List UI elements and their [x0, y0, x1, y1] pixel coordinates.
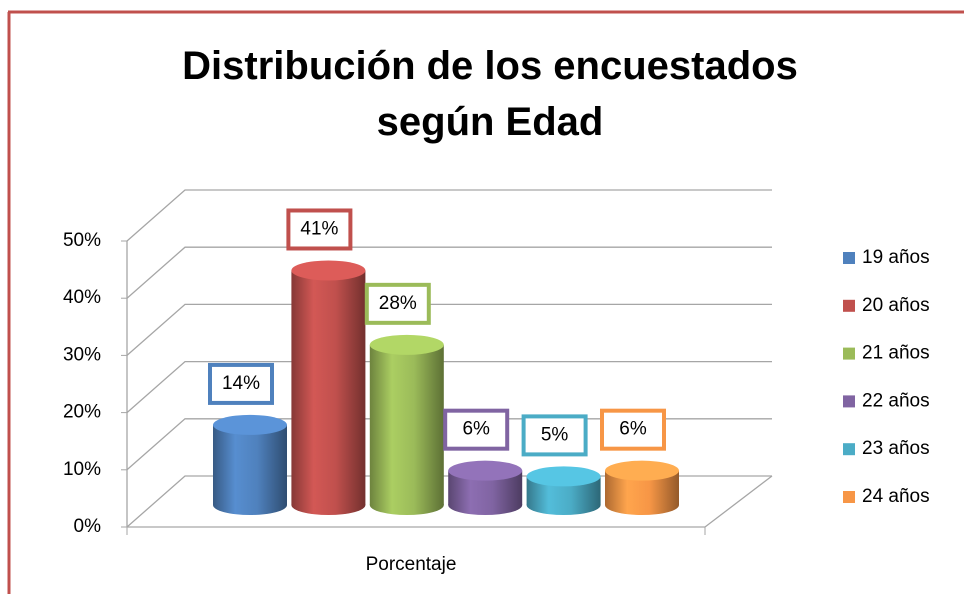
bar: [213, 424, 287, 505]
value-label-box: [443, 408, 510, 451]
bar: [291, 270, 366, 505]
legend-label: 19 años: [862, 247, 930, 268]
value-label-box: [600, 408, 666, 451]
legend-swatch: [843, 252, 855, 264]
legend-label: 21 años: [862, 343, 930, 364]
value-label: 28%: [379, 293, 417, 314]
cylinder-top: [526, 466, 601, 487]
chart-title: Distribución de los encuestados según Ed…: [182, 44, 798, 144]
grid-line: [126, 189, 772, 242]
legend-swatch: [843, 491, 855, 503]
legend-label: 20 años: [862, 295, 930, 316]
value-label: 6%: [462, 419, 490, 440]
legend-label: 24 años: [862, 486, 930, 507]
value-label-box: [521, 414, 588, 457]
y-tick-label: 40%: [63, 287, 101, 308]
value-label: 5%: [541, 424, 569, 445]
legend-label: 23 años: [862, 438, 930, 459]
cylinder-top: [605, 460, 679, 481]
y-tick-label: 30%: [63, 344, 101, 365]
y-tick-label: 10%: [63, 459, 101, 480]
legend-swatch: [843, 347, 855, 360]
x-tick-label: Porcentaje: [366, 554, 457, 575]
cylinder-top: [369, 334, 444, 355]
y-tick-label: 0%: [74, 516, 102, 537]
grid-line: [126, 360, 772, 414]
y-tick-label: 20%: [63, 402, 101, 423]
cylinder-top: [213, 414, 287, 435]
legend-label: 22 años: [862, 390, 930, 411]
value-label-box: [364, 282, 431, 325]
legend-swatch: [843, 299, 855, 312]
legend-swatch: [843, 443, 855, 456]
grid-line: [126, 246, 772, 299]
value-label-box: [286, 208, 353, 251]
value-label: 6%: [619, 419, 647, 440]
grid-line: [126, 303, 772, 356]
cylinder-top: [448, 460, 523, 481]
legend-swatch: [843, 395, 855, 408]
value-label: 41%: [300, 218, 338, 239]
y-tick-label: 50%: [63, 230, 101, 251]
value-label-box: [208, 362, 274, 405]
value-label: 14%: [222, 373, 260, 394]
bar: [369, 344, 444, 505]
cylinder-top: [291, 260, 366, 281]
